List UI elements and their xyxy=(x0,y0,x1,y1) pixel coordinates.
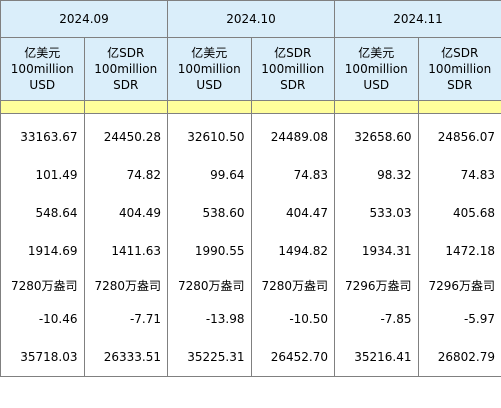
value-cell: 32610.50 xyxy=(167,113,252,156)
month-header: 2024.09 xyxy=(0,0,168,38)
table-row: 33163.67 24450.28 32610.50 24489.08 3265… xyxy=(0,113,501,156)
value-cell: 101.49 xyxy=(0,156,85,194)
value-cell: 1990.55 xyxy=(167,232,252,270)
value-cell: -7.85 xyxy=(334,300,419,338)
value-cell: 35216.41 xyxy=(334,338,419,377)
value-cell: 26333.51 xyxy=(83,338,168,377)
value-cell: -7.71 xyxy=(83,300,168,338)
value-cell: 7296万盎司 xyxy=(417,270,501,300)
value-cell: 404.49 xyxy=(83,194,168,232)
table-row: 7280万盎司 7280万盎司 7280万盎司 7280万盎司 7296万盎司 … xyxy=(0,270,501,300)
value-cell: 548.64 xyxy=(0,194,85,232)
value-cell: 26452.70 xyxy=(250,338,335,377)
unit-header-sdr: 亿SDR 100million SDR xyxy=(250,37,335,101)
value-cell: 74.83 xyxy=(417,156,501,194)
table-row: -10.46 -7.71 -13.98 -10.50 -7.85 -5.97 xyxy=(0,300,501,338)
month-header-row: 2024.09 2024.10 2024.11 xyxy=(0,0,501,38)
table-row: 101.49 74.82 99.64 74.83 98.32 74.83 xyxy=(0,156,501,194)
value-cell: 26802.79 xyxy=(417,338,501,377)
value-cell: 35718.03 xyxy=(0,338,85,377)
unit-en-currency: USD xyxy=(29,78,56,92)
unit-en-scale: 100million xyxy=(177,62,241,76)
value-cell: 7280万盎司 xyxy=(250,270,335,300)
value-cell: 404.47 xyxy=(250,194,335,232)
value-cell: 538.60 xyxy=(167,194,252,232)
unit-header-usd: 亿美元 100million USD xyxy=(0,37,85,101)
value-cell: 1411.63 xyxy=(83,232,168,270)
unit-cn: 亿美元 xyxy=(24,46,61,60)
value-cell: 35225.31 xyxy=(167,338,252,377)
unit-en-scale: 100million xyxy=(261,62,325,76)
unit-en-currency: SDR xyxy=(447,78,473,92)
month-header: 2024.11 xyxy=(334,0,501,38)
value-cell: 7280万盎司 xyxy=(0,270,85,300)
unit-en-scale: 100million xyxy=(344,62,408,76)
value-cell: -10.50 xyxy=(250,300,335,338)
value-cell: 24856.07 xyxy=(417,113,501,156)
unit-en-currency: USD xyxy=(363,78,390,92)
unit-header-sdr: 亿SDR 100million SDR xyxy=(83,37,168,101)
separator-cell xyxy=(0,100,85,114)
value-cell: 1914.69 xyxy=(0,232,85,270)
unit-header-sdr: 亿SDR 100million SDR xyxy=(417,37,501,101)
unit-header-usd: 亿美元 100million USD xyxy=(334,37,419,101)
unit-cn: 亿SDR xyxy=(107,46,145,60)
value-cell: 98.32 xyxy=(334,156,419,194)
value-cell: -10.46 xyxy=(0,300,85,338)
unit-header-usd: 亿美元 100million USD xyxy=(167,37,252,101)
unit-cn: 亿SDR xyxy=(274,46,312,60)
value-cell: 74.83 xyxy=(250,156,335,194)
separator-cell xyxy=(83,100,168,114)
table-row: 35718.03 26333.51 35225.31 26452.70 3521… xyxy=(0,338,501,377)
value-cell: 24489.08 xyxy=(250,113,335,156)
unit-en-currency: USD xyxy=(196,78,223,92)
value-cell: 7280万盎司 xyxy=(83,270,168,300)
value-cell: 7296万盎司 xyxy=(334,270,419,300)
value-cell: 33163.67 xyxy=(0,113,85,156)
table-row: 548.64 404.49 538.60 404.47 533.03 405.6… xyxy=(0,194,501,232)
value-cell: 24450.28 xyxy=(83,113,168,156)
unit-en-currency: SDR xyxy=(280,78,306,92)
value-cell: 1934.31 xyxy=(334,232,419,270)
value-cell: 1472.18 xyxy=(417,232,501,270)
separator-cell xyxy=(250,100,335,114)
separator-cell xyxy=(417,100,501,114)
value-cell: 1494.82 xyxy=(250,232,335,270)
value-cell: 405.68 xyxy=(417,194,501,232)
value-cell: 32658.60 xyxy=(334,113,419,156)
month-header: 2024.10 xyxy=(167,0,335,38)
value-cell: 74.82 xyxy=(83,156,168,194)
unit-en-scale: 100million xyxy=(94,62,158,76)
separator-cell xyxy=(167,100,252,114)
value-cell: 99.64 xyxy=(167,156,252,194)
value-cell: 533.03 xyxy=(334,194,419,232)
unit-cn: 亿美元 xyxy=(358,46,395,60)
unit-en-currency: SDR xyxy=(113,78,139,92)
separator-cell xyxy=(334,100,419,114)
unit-cn: 亿美元 xyxy=(191,46,228,60)
value-cell: -5.97 xyxy=(417,300,501,338)
separator-row xyxy=(0,100,501,114)
value-cell: -13.98 xyxy=(167,300,252,338)
unit-cn: 亿SDR xyxy=(441,46,479,60)
unit-en-scale: 100million xyxy=(428,62,492,76)
table-row: 1914.69 1411.63 1990.55 1494.82 1934.31 … xyxy=(0,232,501,270)
unit-en-scale: 100million xyxy=(10,62,74,76)
value-cell: 7280万盎司 xyxy=(167,270,252,300)
unit-header-row: 亿美元 100million USD 亿SDR 100million SDR 亿美元 10… xyxy=(0,37,501,101)
reserves-table: 2024.09 2024.10 2024.11 亿美元 100million USD… xyxy=(0,0,501,377)
